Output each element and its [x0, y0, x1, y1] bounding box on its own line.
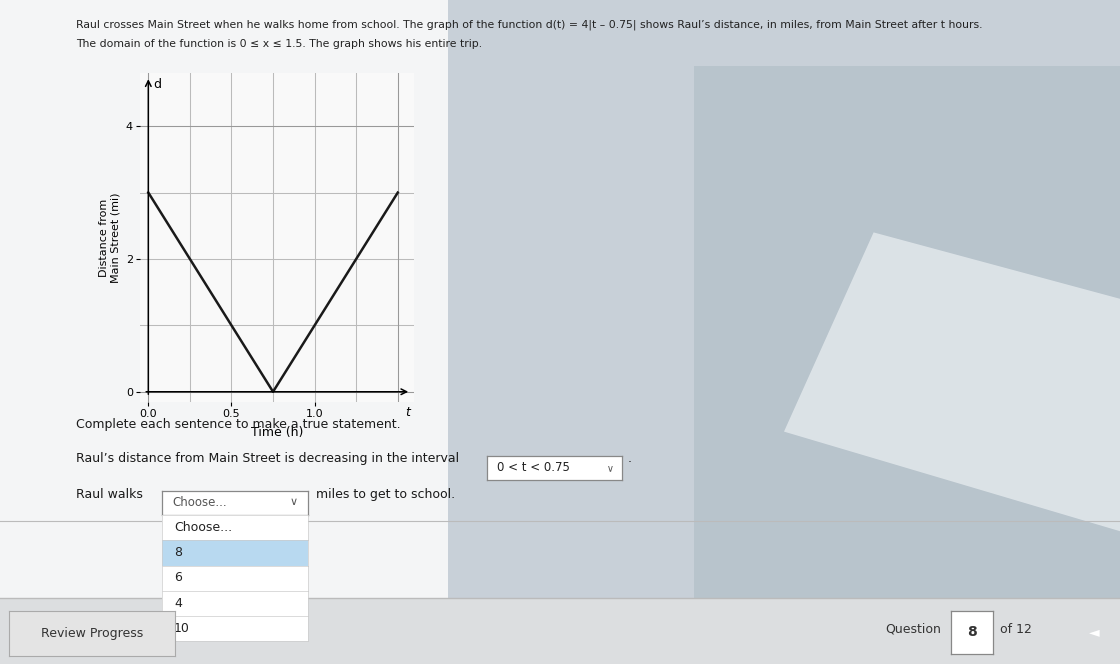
- Bar: [448, 0, 1120, 598]
- Text: Raul’s distance from Main Street is decreasing in the interval: Raul’s distance from Main Street is decr…: [76, 452, 459, 465]
- Text: d: d: [153, 78, 161, 92]
- Bar: [0, 598, 1120, 664]
- Text: Complete each sentence to make a true statement.: Complete each sentence to make a true st…: [76, 418, 401, 432]
- Text: 4: 4: [174, 596, 181, 610]
- Polygon shape: [694, 66, 1120, 598]
- Text: .: .: [627, 452, 632, 465]
- Text: ∧: ∧: [605, 462, 613, 472]
- Text: ∨: ∨: [290, 497, 298, 507]
- Y-axis label: Distance from
Main Street (mi): Distance from Main Street (mi): [99, 192, 120, 283]
- Text: 8: 8: [968, 625, 977, 639]
- Text: 6: 6: [174, 571, 181, 584]
- Text: The domain of the function is 0 ≤ x ≤ 1.5. The graph shows his entire trip.: The domain of the function is 0 ≤ x ≤ 1.…: [76, 39, 483, 48]
- X-axis label: Time (h): Time (h): [251, 426, 304, 439]
- Text: ◄: ◄: [1089, 625, 1100, 639]
- Polygon shape: [784, 232, 1120, 531]
- Text: 10: 10: [174, 622, 190, 635]
- Text: 8: 8: [174, 546, 183, 559]
- Text: Review Progress: Review Progress: [40, 627, 143, 640]
- Text: Choose...: Choose...: [174, 521, 232, 534]
- Text: Raul walks: Raul walks: [76, 488, 143, 501]
- Text: miles to get to school.: miles to get to school.: [316, 488, 455, 501]
- Text: Raul crosses Main Street when he walks home from school. The graph of the functi: Raul crosses Main Street when he walks h…: [76, 20, 982, 31]
- Text: 0 < t < 0.75: 0 < t < 0.75: [496, 461, 569, 474]
- Text: of 12: of 12: [1000, 623, 1032, 636]
- Text: Choose...: Choose...: [172, 496, 227, 509]
- Text: Question: Question: [885, 623, 941, 636]
- Text: t: t: [405, 406, 410, 420]
